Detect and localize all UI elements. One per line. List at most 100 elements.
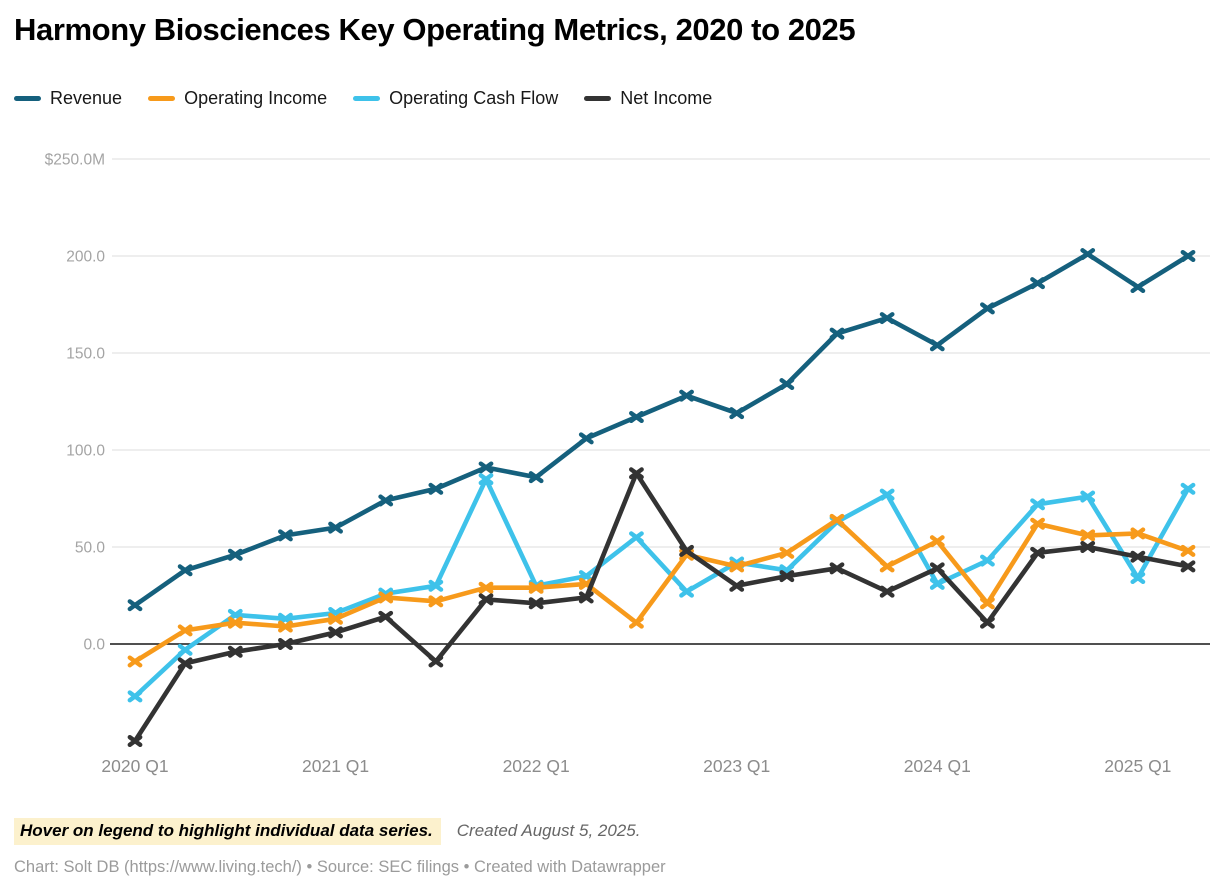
data-point-marker[interactable]: [829, 513, 845, 526]
data-point-marker[interactable]: [1030, 546, 1045, 559]
data-point-marker[interactable]: [578, 591, 594, 604]
data-point-marker[interactable]: [1030, 517, 1045, 530]
data-point-marker[interactable]: [929, 535, 945, 548]
legend-item-revenue[interactable]: Revenue: [14, 88, 122, 109]
data-point-marker[interactable]: [227, 616, 243, 629]
data-point-marker[interactable]: [929, 562, 945, 575]
data-point-marker[interactable]: [1080, 529, 1096, 542]
data-point-marker[interactable]: [1130, 281, 1146, 294]
data-point-marker[interactable]: [227, 645, 243, 658]
chart-area: 0.0 50.0 100.0 150.0 200.0 $250.0M 2020 Q1 2021…: [0, 130, 1220, 800]
data-point-marker[interactable]: [980, 597, 995, 610]
data-point-marker[interactable]: [779, 546, 795, 559]
data-point-marker[interactable]: [1180, 560, 1196, 573]
data-point-marker[interactable]: [629, 616, 644, 629]
x-tick-label: 2022 Q1: [503, 756, 570, 776]
data-point-marker[interactable]: [729, 560, 745, 573]
data-point-marker[interactable]: [1080, 541, 1096, 553]
x-tick-label: 2020 Q1: [101, 756, 168, 776]
data-point-marker[interactable]: [679, 389, 694, 402]
data-point-marker[interactable]: [177, 564, 193, 577]
data-point-marker[interactable]: [629, 467, 644, 480]
data-point-marker[interactable]: [127, 599, 143, 612]
y-tick-label: 0.0: [83, 637, 105, 654]
legend-item-operating-income[interactable]: Operating Income: [148, 88, 327, 109]
page-title: Harmony Biosciences Key Operating Metric…: [14, 12, 856, 47]
data-point-marker[interactable]: [879, 585, 895, 598]
data-point-marker[interactable]: [528, 471, 544, 484]
data-point-marker[interactable]: [629, 411, 644, 424]
data-point-marker[interactable]: [478, 593, 494, 606]
x-tick-label: 2025 Q1: [1104, 756, 1171, 776]
data-point-marker[interactable]: [127, 690, 143, 703]
data-point-marker[interactable]: [1030, 277, 1045, 290]
y-tick-label: 200.0: [66, 249, 105, 266]
data-point-marker[interactable]: [278, 638, 293, 650]
data-point-marker[interactable]: [177, 657, 193, 670]
data-point-marker[interactable]: [328, 626, 343, 639]
data-point-marker[interactable]: [929, 339, 945, 352]
data-point-marker[interactable]: [1130, 572, 1146, 585]
series-net-income[interactable]: [127, 467, 1196, 747]
data-point-marker[interactable]: [227, 548, 243, 561]
data-point-marker[interactable]: [378, 610, 394, 623]
data-point-marker[interactable]: [829, 327, 845, 340]
data-point-marker[interactable]: [679, 585, 694, 598]
data-point-marker[interactable]: [578, 432, 594, 445]
created-date: Created August 5, 2025.: [456, 821, 641, 840]
data-point-marker[interactable]: [1180, 250, 1196, 262]
data-point-marker[interactable]: [729, 579, 745, 592]
y-tick-label: 100.0: [66, 443, 105, 460]
data-point-marker[interactable]: [879, 312, 895, 325]
series-line: [132, 251, 1191, 608]
data-point-marker[interactable]: [1080, 248, 1096, 261]
data-point-marker[interactable]: [478, 473, 494, 486]
chart-canvas: 0.0 50.0 100.0 150.0 200.0 $250.0M 2020 Q1 2021…: [45, 152, 1210, 776]
data-point-marker[interactable]: [378, 494, 394, 507]
series-line: [132, 476, 1191, 699]
data-point-marker[interactable]: [980, 616, 995, 629]
data-point-marker[interactable]: [278, 620, 293, 633]
data-point-marker[interactable]: [729, 407, 745, 420]
data-point-marker[interactable]: [1030, 498, 1045, 511]
data-point-marker[interactable]: [127, 655, 143, 668]
legend-label: Revenue: [50, 88, 123, 108]
data-point-marker[interactable]: [1180, 544, 1196, 557]
data-point-marker[interactable]: [177, 624, 193, 637]
data-point-marker[interactable]: [829, 562, 845, 575]
legend-label: Operating Cash Flow: [389, 88, 559, 108]
data-point-marker[interactable]: [378, 591, 394, 604]
data-point-marker[interactable]: [428, 595, 444, 608]
data-point-marker[interactable]: [278, 529, 293, 542]
data-point-marker[interactable]: [478, 581, 494, 594]
data-point-marker[interactable]: [328, 521, 343, 534]
data-point-marker[interactable]: [980, 554, 995, 567]
data-point-marker[interactable]: [879, 488, 895, 501]
data-point-marker[interactable]: [528, 581, 544, 594]
legend-label: Net Income: [620, 88, 713, 108]
series-revenue[interactable]: [127, 248, 1196, 612]
data-point-marker[interactable]: [679, 544, 694, 557]
x-tick-label: 2021 Q1: [302, 756, 369, 776]
data-point-marker[interactable]: [929, 577, 945, 590]
data-point-marker[interactable]: [328, 612, 343, 625]
data-point-marker[interactable]: [478, 461, 494, 474]
data-point-marker[interactable]: [1180, 482, 1196, 495]
data-point-marker[interactable]: [428, 482, 444, 495]
data-point-marker[interactable]: [779, 378, 795, 391]
data-point-marker[interactable]: [428, 655, 444, 668]
data-point-marker[interactable]: [127, 735, 143, 747]
series-operating-cash-flow[interactable]: [127, 473, 1196, 703]
data-point-marker[interactable]: [629, 531, 644, 544]
data-point-marker[interactable]: [779, 570, 795, 583]
data-point-marker[interactable]: [980, 302, 995, 315]
data-point-marker[interactable]: [177, 643, 193, 656]
data-point-marker[interactable]: [879, 560, 895, 573]
legend-item-net-income[interactable]: Net Income: [584, 88, 712, 109]
data-point-marker[interactable]: [1130, 550, 1146, 563]
data-point-marker[interactable]: [528, 597, 544, 610]
data-point-marker[interactable]: [1130, 527, 1146, 540]
data-point-marker[interactable]: [428, 579, 444, 592]
data-point-marker[interactable]: [1080, 490, 1096, 503]
legend-item-operating-cash-flow[interactable]: Operating Cash Flow: [353, 88, 558, 109]
